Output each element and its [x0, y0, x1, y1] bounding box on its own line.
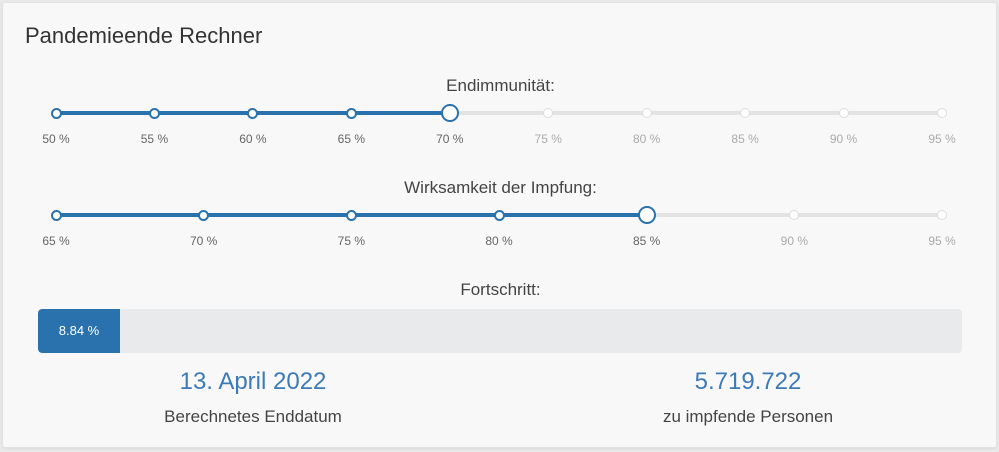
slider-track[interactable]: [56, 111, 942, 115]
slider-handle[interactable]: [440, 104, 459, 122]
slider-step-dot[interactable]: [641, 108, 652, 118]
slider-step-dot[interactable]: [247, 107, 259, 119]
end-date-label: Berechnetes Enddatum: [164, 407, 342, 426]
slider-tick-label: 90 %: [780, 234, 809, 248]
slider-step-dot[interactable]: [543, 108, 554, 118]
card-title: Pandemieende Rechner: [25, 23, 263, 48]
slider-step-dot[interactable]: [937, 210, 947, 220]
slider-tick-label: 65 %: [42, 234, 70, 248]
slider-step-dot[interactable]: [50, 107, 62, 119]
progress-bar-fill: [38, 309, 120, 353]
slider-tick-label: 80 %: [485, 234, 513, 248]
slider-step-dot[interactable]: [789, 210, 800, 220]
immunity-slider[interactable]: 50 % 55 % 60 % 65 % 70 % 75 % 80 % 85 % 90 % 95 %: [3, 103, 998, 163]
end-date-value: 13. April 2022: [179, 368, 327, 395]
progress-bar: 8.84 %: [38, 309, 962, 353]
slider-step-dot[interactable]: [493, 209, 505, 221]
slider-tick-label: 75 %: [337, 234, 366, 248]
slider-step-dot[interactable]: [198, 209, 210, 221]
slider-tick-label: 70 %: [189, 234, 218, 248]
slider-tick-label: 55 %: [140, 132, 169, 146]
slider-step-dot[interactable]: [50, 209, 62, 221]
slider-tick-label: 75 %: [534, 132, 562, 146]
immunity-slider-label: Endimmunität:: [446, 76, 555, 95]
slider-step-dot[interactable]: [740, 108, 751, 118]
slider-step-dot[interactable]: [345, 107, 357, 119]
slider-step-dot[interactable]: [148, 107, 160, 119]
slider-tick-label: 95 %: [928, 132, 956, 146]
slider-handle[interactable]: [637, 206, 656, 224]
slider-tick-label: 95 %: [928, 234, 956, 248]
slider-tick-label: 50 %: [42, 132, 70, 146]
slider-tick-label: 65 %: [337, 132, 366, 146]
slider-tick-label: 85 %: [632, 234, 661, 248]
slider-tick-label: 90 %: [829, 132, 858, 146]
slider-step-dot[interactable]: [345, 209, 357, 221]
slider-step-dot[interactable]: [937, 108, 947, 118]
progress-value: 8.84 %: [58, 323, 100, 338]
persons-value: 5.719.722: [694, 368, 802, 395]
persons-label: zu impfende Personen: [662, 407, 834, 426]
slider-tick-label: 80 %: [632, 132, 661, 146]
slider-tick-label: 85 %: [731, 132, 759, 146]
slider-tick-label: 70 %: [436, 132, 464, 146]
slider-tick-label: 60 %: [239, 132, 267, 146]
efficacy-slider[interactable]: 65 % 70 % 75 % 80 % 85 % 90 % 95 %: [3, 205, 998, 265]
efficacy-slider-label: Wirksamkeit der Impfung:: [404, 178, 597, 197]
slider-step-dot[interactable]: [838, 108, 849, 118]
progress-label: Fortschritt:: [460, 280, 541, 299]
